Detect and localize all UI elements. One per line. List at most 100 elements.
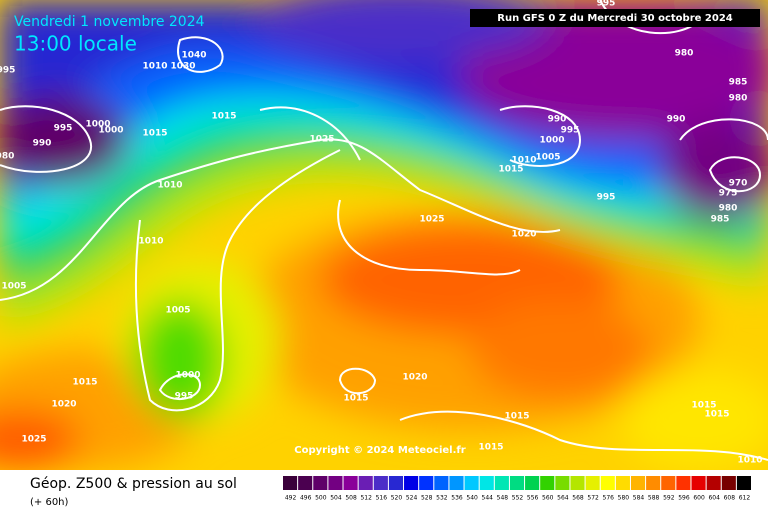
isobar-label: 1025 (419, 215, 444, 225)
scale-swatch (298, 476, 313, 490)
scale-swatch (283, 476, 298, 490)
isobar-label: 995 (561, 126, 580, 136)
scale-label: 552 (512, 495, 524, 502)
scale-label: 504 (330, 495, 342, 502)
color-scale: 492 496 500 504 508 512 516 520 524 528 532 536 540 5… (283, 476, 751, 502)
isobar-label: 1020 (402, 373, 427, 383)
scale-swatch (600, 476, 615, 490)
scale-label: 592 (663, 495, 675, 502)
scale-swatch (434, 476, 449, 490)
scale-label: 580 (618, 495, 630, 502)
scale-swatch (706, 476, 721, 490)
time-label: 13:00 locale (14, 32, 137, 56)
scale-label: 548 (497, 495, 509, 502)
scale-label: 612 (739, 495, 751, 502)
isobar-label: 1000 (98, 126, 123, 136)
isobar-label: 1010 (142, 62, 167, 72)
scale-swatch (479, 476, 494, 490)
scale-label: 508 (345, 495, 357, 502)
isobar-label: 1015 (72, 378, 97, 388)
field: Run GFS 0 Z du Mercredi 30 octobre 2024 … (0, 0, 768, 470)
isobar-label: 1010 (737, 456, 762, 466)
isobar-label: 995 (597, 193, 616, 203)
scale-label: 496 (300, 495, 312, 502)
scale-swatch (509, 476, 525, 490)
isobar-label: 980 (0, 152, 14, 162)
scale-label: 572 (587, 495, 599, 502)
scale-label: 560 (542, 495, 554, 502)
isobar-label: 1020 (51, 400, 76, 410)
isobar-label: 1015 (704, 410, 729, 420)
isobar-label: 1015 (691, 401, 716, 411)
scale-swatch (585, 476, 600, 490)
isobar-label: 990 (548, 115, 567, 125)
isobar-label: 1005 (535, 153, 560, 163)
isobar-label: 1020 (511, 230, 536, 240)
isobar-label: 1000 (85, 120, 110, 130)
scale-label: 516 (376, 495, 388, 502)
scale-swatch (419, 476, 434, 490)
scale-swatch (646, 476, 661, 490)
scale-label: 492 (285, 495, 297, 502)
isobar-label: 1015 (478, 443, 503, 453)
scale-label: 524 (406, 495, 418, 502)
isobar-label: 985 (711, 215, 730, 225)
scale-label: 532 (436, 495, 448, 502)
scale-swatch (630, 476, 646, 490)
scale-swatch (555, 476, 570, 490)
scale-swatch (615, 476, 630, 490)
scale-label: 600 (693, 495, 705, 502)
isobar-label: 1015 (504, 412, 529, 422)
isobar-label: 1010 (138, 237, 163, 247)
scale-swatch (328, 476, 343, 490)
scale-swatch (343, 476, 358, 490)
isobar-label: 1025 (309, 135, 334, 145)
scale-swatch (449, 476, 464, 490)
footer-subtitle: (+ 60h) (30, 497, 69, 508)
isobar-label: 990 (667, 115, 686, 125)
scale-label: 604 (708, 495, 720, 502)
isobar-label: 1040 (181, 51, 206, 61)
scale-label: 512 (360, 495, 372, 502)
copyright: Copyright © 2024 Meteociel.fr (294, 445, 465, 456)
scale-swatch (570, 476, 585, 490)
isobar-label: 1000 (175, 371, 200, 381)
isobar-label: 1025 (21, 435, 46, 445)
isobar-label: 1010 (157, 181, 182, 191)
isobar-label: 995 (0, 66, 15, 76)
scale-swatch (404, 476, 419, 490)
scale-swatch (540, 476, 555, 490)
scale-swatch (721, 476, 736, 490)
isobar-label: 1005 (165, 306, 190, 316)
isobar-label: 995 (54, 124, 73, 134)
scale-swatch (373, 476, 388, 490)
scale-label: 596 (678, 495, 690, 502)
scale-label: 540 (466, 495, 478, 502)
isobar-label: 980 (675, 49, 694, 59)
scale-swatch (736, 476, 751, 490)
scale-label: 564 (557, 495, 569, 502)
scale-swatch (388, 476, 404, 490)
isobar-label: 970 (729, 179, 748, 189)
scale-label: 536 (451, 495, 463, 502)
scale-label: 500 (315, 495, 327, 502)
isobar-label: 975 (719, 189, 738, 199)
isobar-label: 1010 (511, 156, 536, 166)
isobar-label: 990 (33, 139, 52, 149)
scale-swatch (313, 476, 328, 490)
date-label: Vendredi 1 novembre 2024 (14, 14, 205, 30)
isobar-label: 980 (729, 94, 748, 104)
run-box (470, 9, 760, 27)
isobar-label: 1015 (343, 394, 368, 404)
isobar-labels: 1040101010309959951000100099098010151015… (0, 0, 763, 466)
scale-label: 576 (603, 495, 615, 502)
scale-label: 568 (572, 495, 584, 502)
isobar-label: 985 (729, 78, 748, 88)
scale-label: 556 (527, 495, 539, 502)
scale-swatch (494, 476, 509, 490)
scale-label: 520 (391, 495, 403, 502)
isobar-label: 995 (175, 392, 194, 402)
scale-label: 608 (724, 495, 736, 502)
scale-swatch (525, 476, 540, 490)
